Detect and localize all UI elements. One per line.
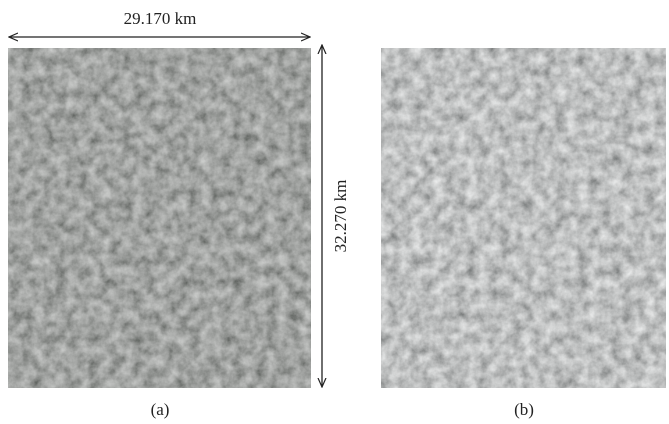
satellite-image-b (381, 48, 666, 388)
width-label: 29.170 km (124, 9, 197, 28)
satellite-image-a (8, 48, 311, 388)
panel-caption: (a) (151, 400, 170, 419)
figure: 29.170 km 32.270 km (a) (b) (0, 0, 669, 424)
height-label: 32.270 km (331, 180, 350, 253)
panel-caption: (b) (514, 400, 534, 419)
